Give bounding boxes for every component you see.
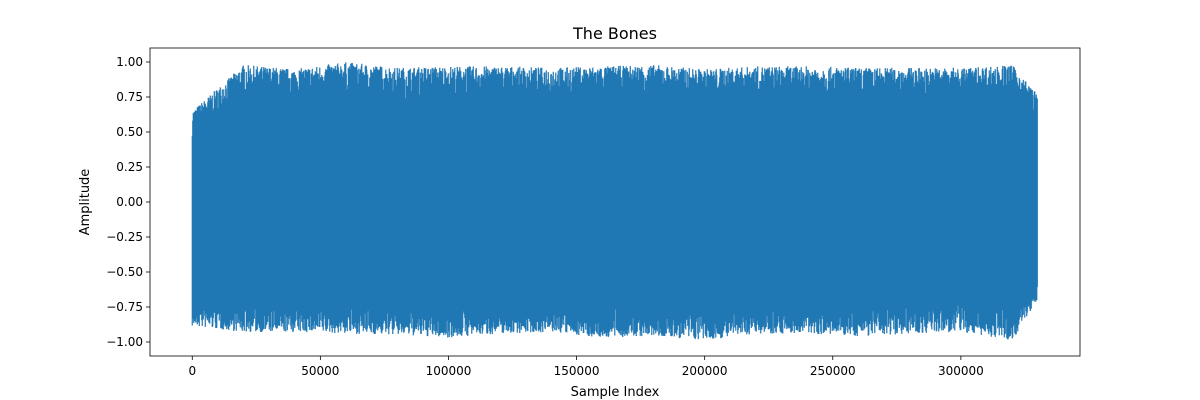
x-tick-label: 200000: [682, 364, 728, 378]
y-tick-label: 1.00: [116, 55, 143, 69]
x-tick-label: 50000: [301, 364, 339, 378]
y-tick-label: −0.25: [106, 230, 143, 244]
x-axis-ticks: 0 50000 100000 150000 200000 250000 300000: [188, 356, 984, 378]
x-axis-label: Sample Index: [571, 385, 660, 400]
x-tick-label: 100000: [426, 364, 472, 378]
series-layer: [191, 62, 1038, 340]
waveform-series-line: [191, 62, 1038, 340]
y-tick-label: −0.50: [106, 265, 143, 279]
x-tick-label: 300000: [938, 364, 984, 378]
y-tick-label: 0.00: [116, 195, 143, 209]
y-tick-label: 0.50: [116, 125, 143, 139]
x-tick-label: 250000: [810, 364, 856, 378]
y-axis-label: Amplitude: [78, 169, 93, 236]
x-tick-label: 0: [188, 364, 196, 378]
y-axis-ticks: 1.00 0.75 0.50 0.25 0.00 −0.25 −0.50 −0.75 −1.00: [106, 55, 150, 349]
y-tick-label: 0.75: [116, 90, 143, 104]
x-tick-label: 150000: [554, 364, 600, 378]
y-tick-label: 0.25: [116, 160, 143, 174]
y-tick-label: −1.00: [106, 335, 143, 349]
chart-title: The Bones: [572, 24, 657, 43]
y-tick-label: −0.75: [106, 300, 143, 314]
